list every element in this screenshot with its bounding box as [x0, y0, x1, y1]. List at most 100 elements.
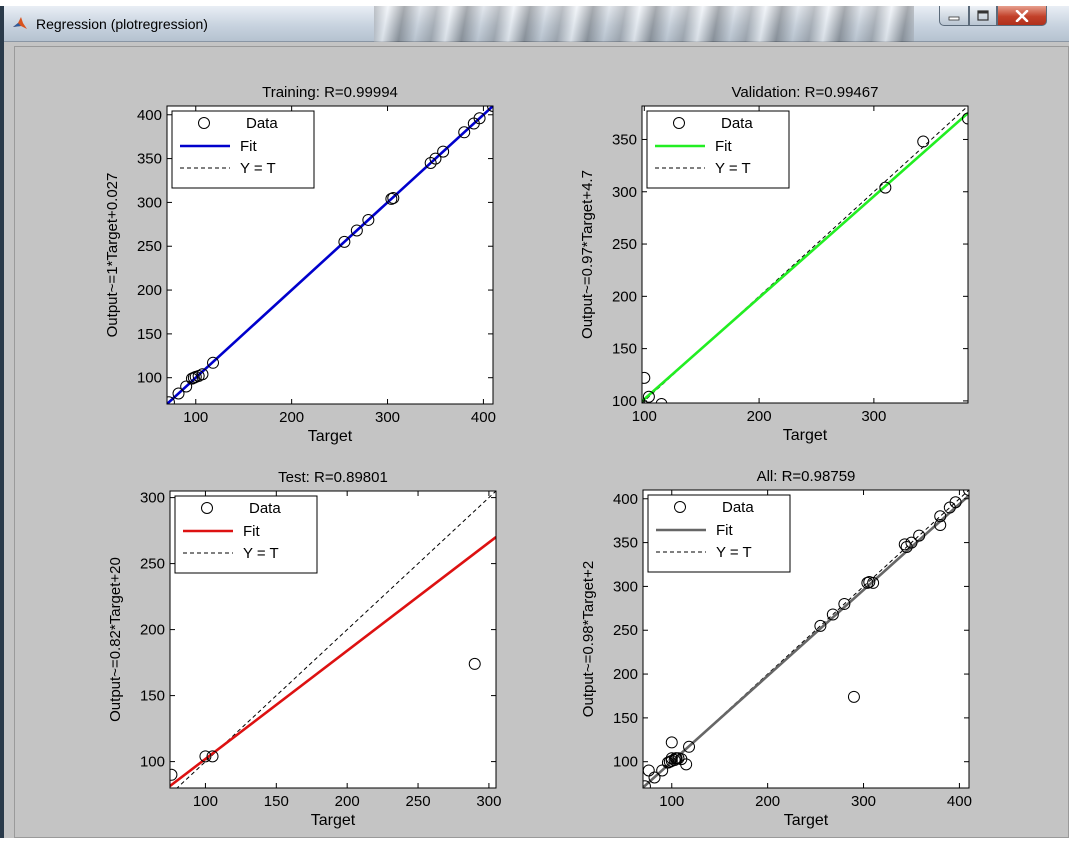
- y-tick-label: 100: [137, 370, 162, 387]
- data-point: [468, 657, 481, 670]
- x-tick-label: 400: [471, 409, 496, 426]
- title-bar-decoration: [374, 6, 914, 42]
- fit-line: [643, 494, 969, 788]
- y-tick-label: 350: [137, 151, 162, 168]
- data-point: [656, 764, 669, 777]
- data-point: [826, 608, 839, 621]
- legend-box: [647, 494, 791, 573]
- data-point: [861, 576, 874, 589]
- y-tick-label: 350: [613, 535, 638, 552]
- regression-plot-3: 100 150 200 250 300 100 150 200 250 300 Test: R=0.…: [107, 469, 501, 829]
- regression-plot-1: 100 200 300 400 100 150 200 250 300 350 400 Trainin…: [104, 84, 496, 445]
- data-point: [917, 135, 930, 148]
- data-point: [648, 771, 661, 784]
- legend: Data Fit Y = T: [646, 110, 790, 189]
- data-point: [934, 510, 947, 523]
- legend-data-marker: [673, 117, 685, 129]
- y-tick-label: 400: [613, 491, 638, 508]
- minimize-button[interactable]: [939, 6, 969, 26]
- data-point: [847, 690, 860, 703]
- x-axis-label: Target: [308, 428, 353, 445]
- x-tick-label: 100: [659, 793, 684, 810]
- data-point: [949, 496, 962, 509]
- data-point: [207, 356, 220, 369]
- regression-plot-4: 100 200 300 400 100 150 200 250 300 350 400 All: R=…: [580, 468, 972, 829]
- x-axis-label: Target: [784, 812, 829, 829]
- matlab-icon: [13, 17, 27, 29]
- y-axis-label: Output~=0.97*Target+4.7: [579, 170, 596, 339]
- legend-box: [171, 110, 315, 189]
- plot-title: Test: R=0.89801: [278, 469, 388, 486]
- y-tick-label: 250: [612, 236, 637, 253]
- data-point: [167, 396, 175, 404]
- data-point: [879, 181, 892, 194]
- x-tick-label: 200: [335, 793, 360, 810]
- plot-title: All: R=0.98759: [757, 468, 856, 485]
- x-tick-label: 300: [851, 793, 876, 810]
- x-tick-label: 200: [279, 409, 304, 426]
- legend: Data Fit Y = T: [647, 494, 791, 573]
- x-tick-label: 200: [755, 793, 780, 810]
- data-point: [962, 112, 968, 125]
- y-axis-label: Output~=1*Target+0.027: [104, 173, 121, 338]
- legend-data-marker: [201, 502, 213, 514]
- y-tick-label: 100: [140, 754, 165, 771]
- data-point: [642, 390, 655, 403]
- data-point: [655, 398, 668, 403]
- regression-plot-2: 100 200 300 100 150 200 250 300 350 Validation: R…: [579, 84, 969, 444]
- data-point: [187, 371, 200, 384]
- y-tick-label: 300: [612, 184, 637, 201]
- data-point: [458, 126, 471, 139]
- data-point: [338, 235, 351, 248]
- data-point: [683, 740, 696, 753]
- y-tick-label: 150: [137, 326, 162, 343]
- y-tick-label: 250: [140, 556, 165, 573]
- plot-title: Training: R=0.99994: [262, 84, 398, 101]
- x-tick-label: 400: [947, 793, 972, 810]
- y-tick-label: 300: [140, 490, 165, 507]
- data-point: [196, 368, 209, 381]
- y-tick-label: 300: [137, 194, 162, 211]
- data-point: [199, 750, 212, 763]
- axes-frame: [642, 489, 970, 789]
- figure-client-area: 100 200 300 400 100 150 200 250 300 350 400 Trainin…: [14, 46, 1069, 838]
- data-point: [170, 768, 178, 781]
- legend-label-identity: Y = T: [716, 544, 752, 561]
- y-axis-label: Output~=0.98*Target+2: [580, 561, 597, 717]
- y-tick-label: 200: [140, 622, 165, 639]
- legend-label-data: Data: [246, 115, 278, 132]
- fit-line: [642, 112, 968, 403]
- data-point: [180, 380, 193, 393]
- plot-content: [643, 490, 969, 788]
- maximize-icon: [977, 10, 989, 21]
- data-point: [429, 152, 442, 165]
- legend-label-fit: Fit: [716, 522, 733, 539]
- x-tick-label: 300: [375, 409, 400, 426]
- close-button[interactable]: [997, 6, 1047, 26]
- legend-data-marker: [674, 501, 686, 513]
- y-tick-label: 200: [613, 666, 638, 683]
- legend-label-fit: Fit: [715, 138, 732, 155]
- data-point: [898, 538, 911, 551]
- legend: Data Fit Y = T: [174, 495, 318, 574]
- data-point: [642, 371, 651, 384]
- window-title: Regression (plotregression): [36, 16, 208, 32]
- legend-box: [646, 110, 790, 189]
- plot-content: [167, 106, 493, 404]
- data-point: [387, 192, 400, 205]
- x-axis-label: Target: [783, 427, 828, 444]
- regression-plots: 100 200 300 400 100 150 200 250 300 350 400 Trainin…: [104, 84, 972, 829]
- axes-frame: [166, 105, 494, 405]
- legend-box: [174, 495, 318, 574]
- x-tick-label: 250: [406, 793, 431, 810]
- title-bar[interactable]: Regression (plotregression): [4, 6, 1069, 42]
- x-axis-label: Target: [311, 812, 356, 829]
- y-axis-label: Output~=0.82*Target+20: [107, 557, 124, 722]
- data-point: [863, 576, 876, 589]
- y-tick-label: 250: [613, 622, 638, 639]
- legend: Data Fit Y = T: [171, 110, 315, 189]
- data-point: [424, 156, 437, 169]
- legend-label-data: Data: [721, 115, 753, 132]
- data-point: [665, 752, 678, 765]
- maximize-button[interactable]: [969, 6, 997, 26]
